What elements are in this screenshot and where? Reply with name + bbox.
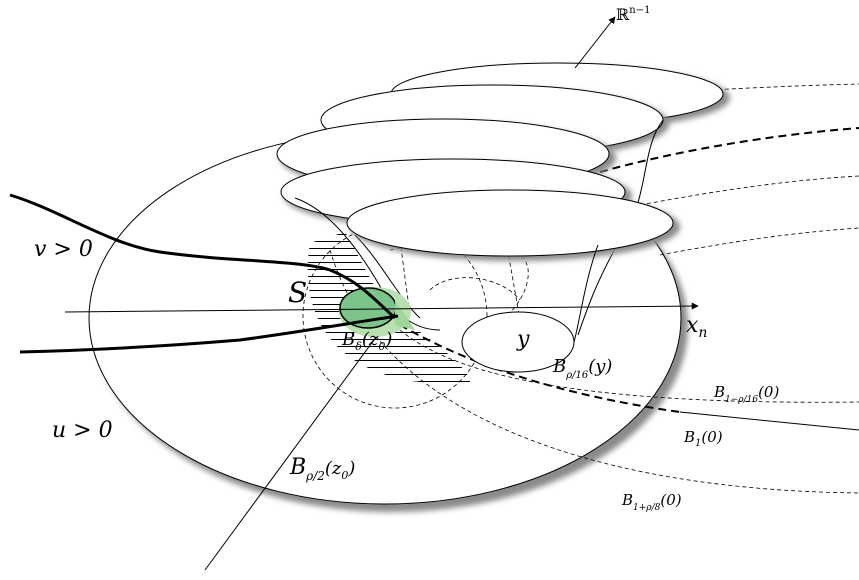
disc-5 <box>346 189 674 257</box>
arc-top-2 <box>599 127 859 173</box>
label-u-region: u > 0 <box>52 418 113 443</box>
label-y: y <box>516 327 530 352</box>
ball-rho-half <box>302 223 488 409</box>
rn-axis <box>574 16 616 69</box>
free-boundary-upper <box>9 193 397 320</box>
free-boundary-lower <box>19 314 399 354</box>
label-v-region: v > 0 <box>34 237 93 262</box>
label-b-rho2: Bρ/2(z0) <box>289 455 355 483</box>
arc-b1 <box>399 324 681 413</box>
label-free-boundary: S <box>288 276 307 309</box>
label-b-delta: Bδ(z0) <box>341 329 392 353</box>
arc-b1minus <box>399 329 859 403</box>
xn-axis <box>64 302 699 313</box>
label-xn: xn <box>686 313 707 341</box>
funnel-inner-dash-3 <box>399 239 411 316</box>
funnel-inner-dash-2 <box>429 277 521 301</box>
label-b-1: B1(0) <box>683 428 723 449</box>
funnel-inner-2 <box>354 234 421 319</box>
arc-top-3 <box>639 175 859 206</box>
arc-top-4 <box>659 227 859 256</box>
label-rn: ℝn−1 <box>616 5 650 24</box>
ball-delta-tip <box>395 300 415 330</box>
label-b-1plus: B1+ρ/8(0) <box>621 491 682 513</box>
funnel-wall-lower <box>573 244 599 343</box>
base-edge-right <box>679 411 859 431</box>
label-b-1minus: B1−ρ/16(0) <box>713 383 779 405</box>
label-b-rho16: Bρ/16(y) <box>552 356 612 381</box>
